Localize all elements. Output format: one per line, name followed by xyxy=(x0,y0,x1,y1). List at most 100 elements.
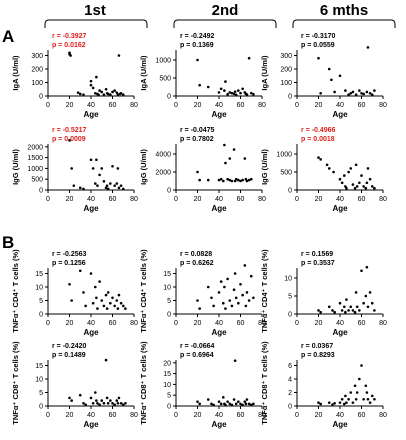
data-point xyxy=(366,167,370,170)
y-tick-label: 5 xyxy=(167,298,171,305)
data-point xyxy=(84,403,87,406)
data-point xyxy=(340,397,344,401)
data-point xyxy=(89,396,93,400)
data-point xyxy=(249,91,253,95)
x-tick-label: 40 xyxy=(336,320,344,327)
data-point xyxy=(119,184,123,187)
data-point xyxy=(96,307,99,310)
data-point xyxy=(116,93,120,96)
data-point xyxy=(113,184,116,187)
data-point xyxy=(113,89,116,92)
data-point xyxy=(94,182,97,185)
stat-r: r = -0.0664 xyxy=(180,343,215,350)
x-tick-label: 80 xyxy=(258,412,266,419)
y-axis-label: IgA (U/ml) xyxy=(139,55,148,91)
x-axis-label: Age xyxy=(211,110,227,119)
y-tick-label: 1000 xyxy=(27,166,43,173)
data-point xyxy=(373,89,376,92)
data-point xyxy=(351,401,355,404)
data-point xyxy=(249,403,253,407)
y-tick-label: 100 xyxy=(280,80,292,87)
y-tick-label: 15 xyxy=(163,371,171,378)
data-point xyxy=(78,186,82,190)
scatter-panel-b-tnf-cd4-6m: r = 0.1569 p = 0.3537 0 5 10 0 20 40 60 80 Age TNFα… xyxy=(260,249,387,337)
y-tick-label: 300 xyxy=(280,53,292,60)
y-axis-label: TNFα⁺ CD4⁺ T cells (%) xyxy=(139,249,148,333)
x-tick-label: 80 xyxy=(379,412,387,419)
x-tick-label: 40 xyxy=(336,412,344,419)
data-point xyxy=(82,291,85,294)
data-point xyxy=(196,299,199,302)
data-point xyxy=(224,307,227,310)
data-point xyxy=(370,93,374,96)
data-point xyxy=(109,399,112,402)
x-tick-label: 20 xyxy=(315,102,323,109)
data-point xyxy=(116,402,120,405)
data-point xyxy=(117,186,121,190)
data-point xyxy=(364,186,368,190)
x-tick-label: 20 xyxy=(194,320,202,327)
y-tick-label: 15 xyxy=(35,363,43,370)
data-point xyxy=(373,397,376,401)
data-point xyxy=(89,158,93,162)
y-tick-label: 10 xyxy=(163,382,171,389)
x-tick-label: 40 xyxy=(336,102,344,109)
data-point xyxy=(219,177,223,181)
data-point xyxy=(223,285,226,289)
x-axis-label: Age xyxy=(332,328,348,337)
stat-r: r = -0.0475 xyxy=(180,127,215,134)
data-point xyxy=(228,178,232,182)
data-point xyxy=(100,399,104,402)
data-point xyxy=(351,309,355,312)
data-point xyxy=(239,402,242,406)
data-point xyxy=(219,402,223,406)
data-point xyxy=(198,402,201,406)
data-point xyxy=(91,86,95,90)
x-tick-label: 40 xyxy=(215,102,223,109)
y-tick-label: 0 xyxy=(167,404,171,411)
data-point xyxy=(104,186,108,190)
y-axis-label: TNFα⁺ CD8⁺ T cells (%) xyxy=(11,341,20,425)
data-point xyxy=(360,364,363,367)
data-point xyxy=(100,90,104,94)
y-tick-label: 0 xyxy=(39,94,43,101)
data-point xyxy=(358,181,361,185)
y-tick-label: 10 xyxy=(35,285,43,292)
column-header-1st: 1st xyxy=(84,2,106,19)
data-point xyxy=(97,93,100,96)
x-tick-label: 0 xyxy=(295,102,299,109)
data-point xyxy=(362,301,365,305)
y-tick-label: 300 xyxy=(31,53,43,60)
data-point xyxy=(115,182,119,185)
data-point xyxy=(224,80,227,83)
data-point xyxy=(210,402,213,406)
y-tick-label: 0 xyxy=(288,94,292,101)
y-tick-label: 2000 xyxy=(155,170,171,177)
data-point xyxy=(233,359,237,362)
data-point xyxy=(104,87,108,91)
y-tick-label: 0 xyxy=(167,188,171,195)
data-point xyxy=(219,280,223,283)
data-point xyxy=(368,177,372,181)
data-point xyxy=(232,148,236,151)
data-point xyxy=(327,305,331,309)
data-point xyxy=(252,402,255,406)
data-point xyxy=(368,92,372,95)
x-tick-label: 40 xyxy=(215,320,223,327)
data-point xyxy=(245,398,249,401)
data-point xyxy=(358,309,361,312)
data-point xyxy=(206,285,210,289)
x-tick-label: 0 xyxy=(174,320,178,327)
x-tick-label: 0 xyxy=(295,196,299,203)
data-point xyxy=(217,91,221,94)
x-tick-label: 60 xyxy=(109,412,117,419)
data-point xyxy=(95,158,98,162)
data-point xyxy=(362,92,365,96)
stat-r: r = 0.0367 xyxy=(301,343,333,350)
data-point xyxy=(228,157,232,160)
data-point xyxy=(222,396,225,399)
data-point xyxy=(121,93,125,96)
data-point xyxy=(354,291,358,294)
data-point xyxy=(234,93,238,97)
data-point xyxy=(206,398,210,401)
